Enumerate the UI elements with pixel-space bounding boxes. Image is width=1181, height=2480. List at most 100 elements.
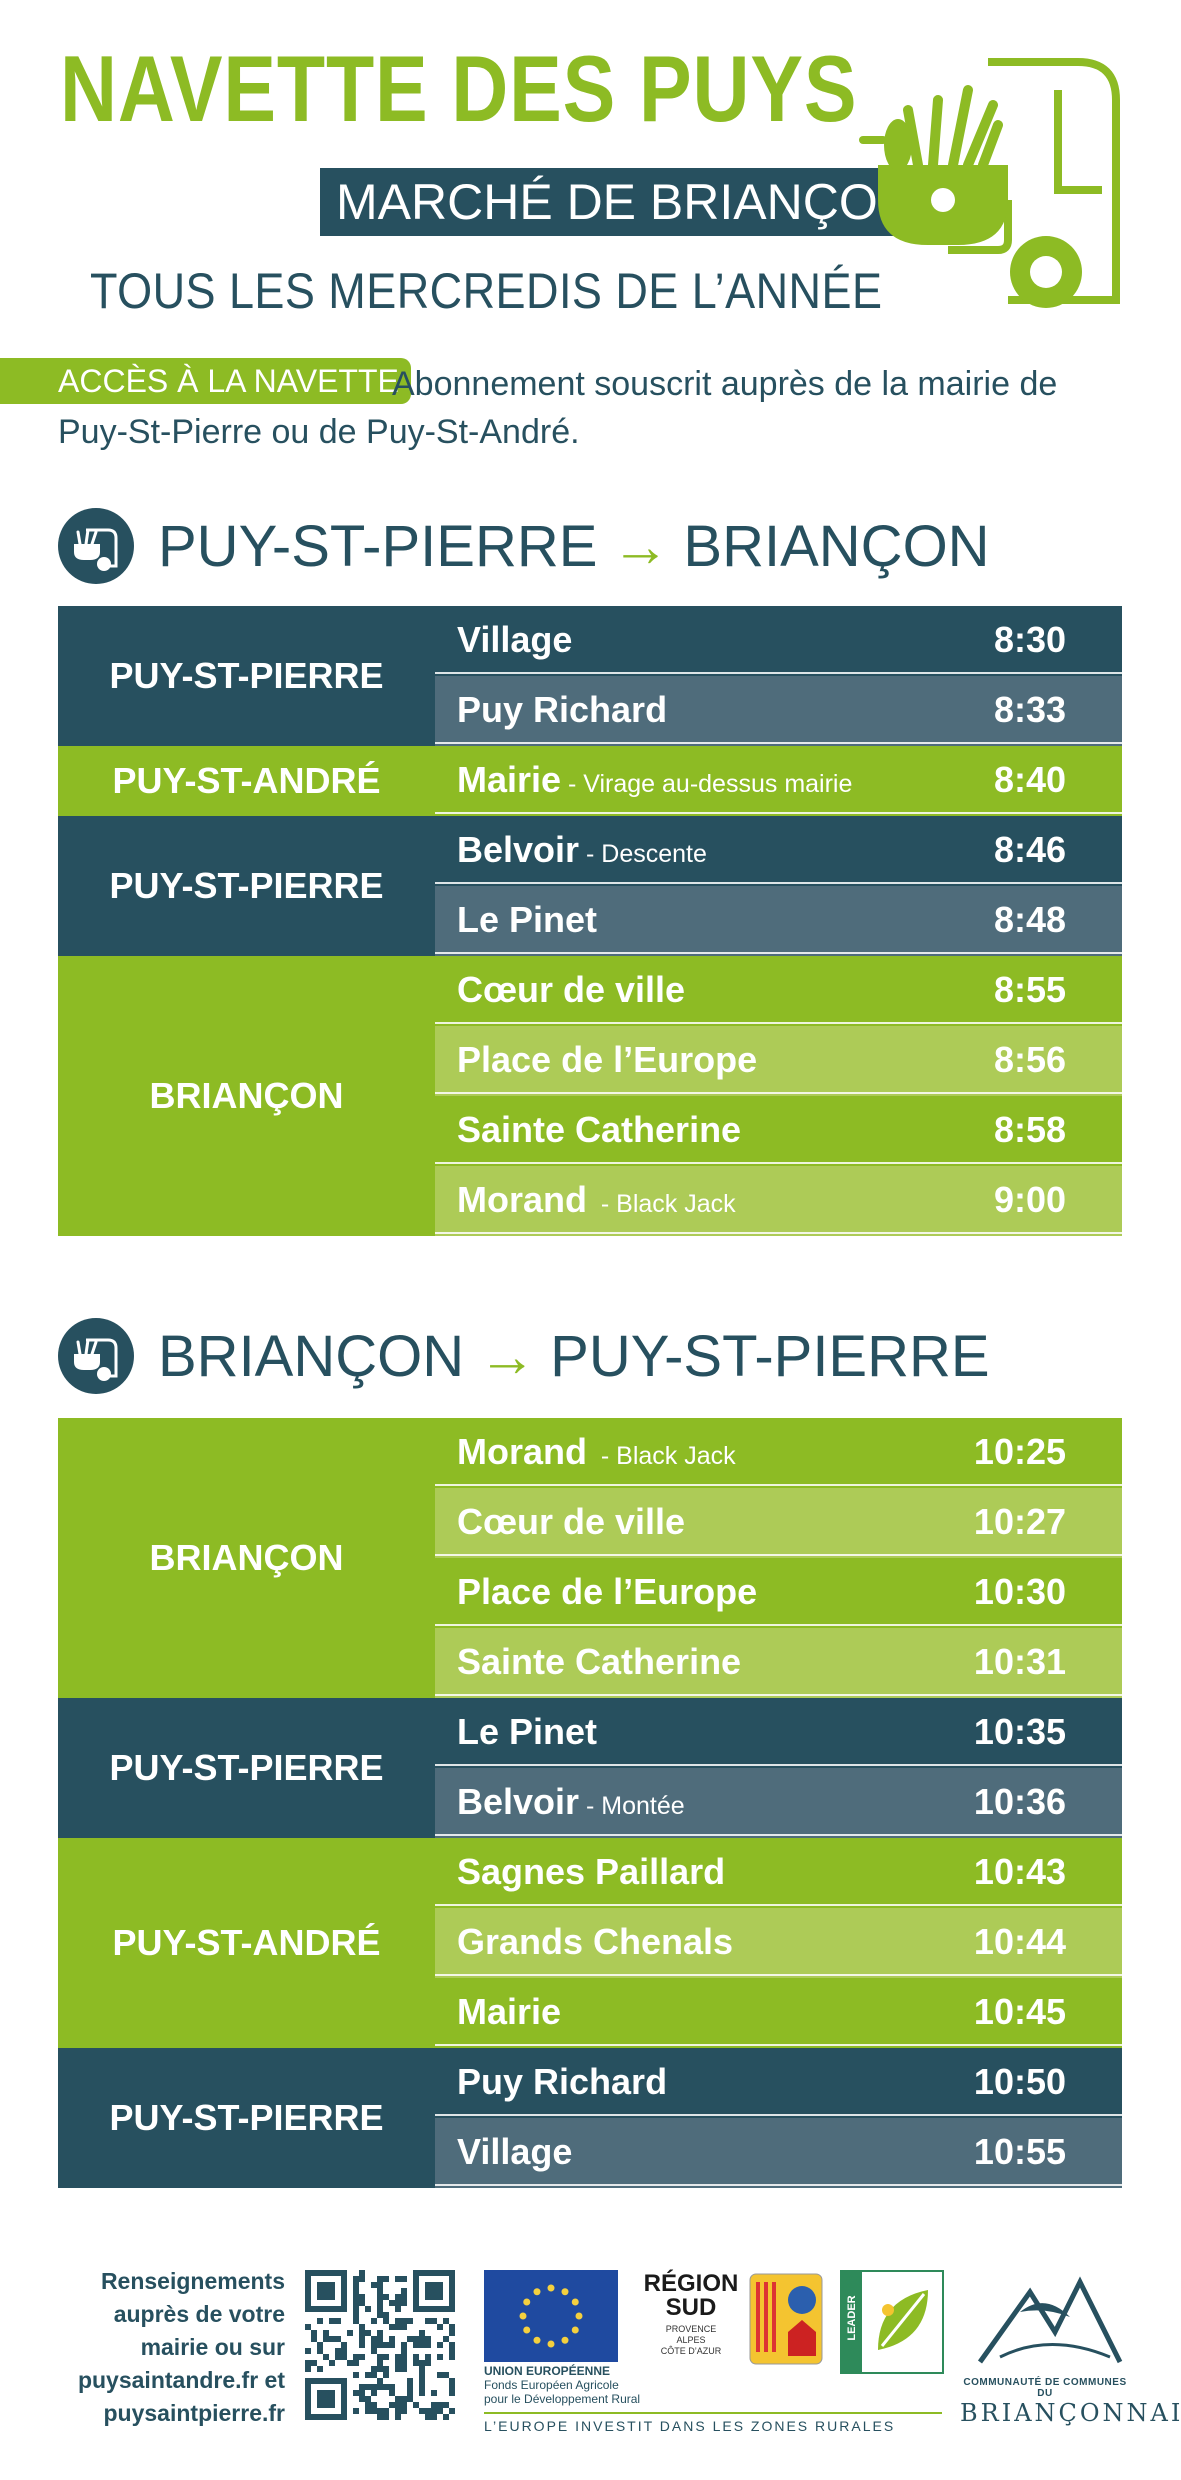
contact-line: puysaintpierre.fr bbox=[103, 2400, 286, 2426]
departure-time: 8:58 bbox=[993, 1109, 1066, 1150]
table-row: Sagnes Paillard 10:43 bbox=[435, 1838, 1122, 1908]
stop-cell: Cœur de ville bbox=[457, 1501, 685, 1543]
region-sub: CÔTE D’AZUR bbox=[660, 2346, 722, 2356]
table-row: Morand - Black Jack 9:00 bbox=[435, 1166, 1122, 1236]
stop-name: Sagnes Paillard bbox=[457, 1851, 726, 1892]
contact-info: Renseignements auprès de votre mairie ou… bbox=[60, 2265, 285, 2430]
table-row: Le Pinet 10:35 bbox=[435, 1698, 1122, 1768]
timetable-group: PUY-ST-PIERRE Le Pinet 10:35 Belvoir - Mont… bbox=[58, 1698, 1122, 1838]
timetable-outbound: PUY-ST-PIERRE Village 8:30 Puy Richard 8:33 P… bbox=[58, 606, 1122, 1236]
leader-logo: LEADER bbox=[840, 2270, 944, 2374]
timetable-group: PUY-ST-ANDRÉ Mairie - Virage au-dessus ma… bbox=[58, 746, 1122, 816]
leader-label: LEADER bbox=[846, 2295, 858, 2341]
stop-note: - Black Jack bbox=[587, 1190, 736, 1218]
timetable-group: PUY-ST-PIERRE Belvoir - Descente 8:46 Le Pi… bbox=[58, 816, 1122, 956]
timetable-group: BRIANÇON Cœur de ville 8:55 Place de l’Euro… bbox=[58, 956, 1122, 1236]
eu-tagline: L’EUROPE INVESTIT DANS LES ZONES RURALES bbox=[484, 2412, 942, 2434]
stop-cell: Place de l’Europe bbox=[457, 1571, 757, 1613]
departure-time: 9:00 bbox=[993, 1179, 1066, 1220]
stop-cell: Village bbox=[457, 619, 572, 661]
timetable-return: BRIANÇON Morand - Black Jack 10:25 Cœur de … bbox=[58, 1418, 1122, 2188]
table-row: Mairie - Virage au-dessus mairie 8:40 bbox=[435, 746, 1122, 816]
eu-flag-icon bbox=[484, 2270, 618, 2362]
table-row: Puy Richard 10:50 bbox=[435, 2048, 1122, 2118]
stop-note: - Black Jack bbox=[587, 1442, 736, 1470]
route-origin: BRIANÇON bbox=[158, 1324, 465, 1389]
leaf-icon bbox=[878, 2290, 928, 2350]
departure-time: 8:56 bbox=[993, 1039, 1066, 1080]
route-origin: PUY-ST-PIERRE bbox=[158, 514, 598, 579]
stop-note: - Montée bbox=[579, 1792, 685, 1820]
departure-time: 10:43 bbox=[973, 1851, 1066, 1892]
stop-cell: Mairie bbox=[457, 1991, 561, 2033]
stop-name: Mairie bbox=[457, 759, 562, 800]
stop-cell: Sagnes Paillard bbox=[457, 1851, 725, 1893]
table-row: Mairie 10:45 bbox=[435, 1978, 1122, 2048]
stop-name: Morand bbox=[457, 1179, 587, 1220]
table-row: Place de l’Europe 10:30 bbox=[435, 1558, 1122, 1628]
commune-label: PUY-ST-PIERRE bbox=[58, 816, 435, 956]
table-row: Cœur de ville 10:27 bbox=[435, 1488, 1122, 1558]
shuttle-icon bbox=[859, 58, 1120, 308]
table-row: Sainte Catherine 10:31 bbox=[435, 1628, 1122, 1698]
region-sub: ALPES bbox=[676, 2335, 706, 2345]
commune-label: PUY-ST-ANDRÉ bbox=[58, 1838, 435, 2048]
stop-name: Puy Richard bbox=[457, 689, 668, 730]
arrow-right-icon: → bbox=[611, 514, 670, 579]
stop-cell: Puy Richard bbox=[457, 2061, 667, 2103]
departure-time: 10:27 bbox=[973, 1501, 1066, 1542]
stop-cell: Grands Chenals bbox=[457, 1921, 733, 1963]
ccb-caption: COMMUNAUTÉ DE COMMUNES DU bbox=[963, 2377, 1127, 2399]
contact-line: auprès de votre bbox=[113, 2301, 285, 2327]
commune-label: PUY-ST-PIERRE bbox=[58, 2048, 435, 2188]
stop-name: Mairie bbox=[457, 1991, 562, 2032]
departure-time: 8:30 bbox=[993, 619, 1066, 660]
region-sud-logo: RÉGION SUD PROVENCE ALPES CÔTE D’AZUR bbox=[636, 2272, 836, 2368]
stop-cell: Sainte Catherine bbox=[457, 1641, 741, 1683]
table-row: Le Pinet 8:48 bbox=[435, 886, 1122, 956]
region-shield-icon bbox=[749, 2273, 823, 2365]
stop-name: Puy Richard bbox=[457, 2061, 668, 2102]
stop-name: Belvoir bbox=[457, 1781, 580, 1822]
commune-label: PUY-ST-PIERRE bbox=[58, 606, 435, 746]
timetable-group: BRIANÇON Morand - Black Jack 10:25 Cœur de … bbox=[58, 1418, 1122, 1698]
eu-caption: UNION EUROPÉENNE Fonds Européen Agricole… bbox=[484, 2364, 654, 2406]
timetable-group: PUY-ST-ANDRÉ Sagnes Paillard 10:43 Grands C… bbox=[58, 1838, 1122, 2048]
timetable-group: PUY-ST-PIERRE Village 8:30 Puy Richard 8:33 bbox=[58, 606, 1122, 746]
stop-name: Place de l’Europe bbox=[457, 1571, 758, 1612]
stop-name: Sainte Catherine bbox=[457, 1641, 742, 1682]
eu-title: UNION EUROPÉENNE bbox=[484, 2364, 611, 2378]
table-row: Belvoir - Descente 8:46 bbox=[435, 816, 1122, 886]
stop-name: Cœur de ville bbox=[457, 1501, 686, 1542]
region-sub: PROVENCE bbox=[665, 2324, 717, 2334]
departure-time: 8:33 bbox=[993, 689, 1066, 730]
contact-line: puysaintandre.fr et bbox=[77, 2367, 285, 2393]
qr-code-icon[interactable] bbox=[305, 2270, 455, 2420]
access-badge: ACCÈS À LA NAVETTE bbox=[0, 358, 411, 404]
stop-name: Le Pinet bbox=[457, 1711, 598, 1752]
table-row: Cœur de ville 8:55 bbox=[435, 956, 1122, 1026]
table-row: Grands Chenals 10:44 bbox=[435, 1908, 1122, 1978]
table-row: Village 10:55 bbox=[435, 2118, 1122, 2188]
departure-time: 8:48 bbox=[993, 899, 1066, 940]
commune-label: PUY-ST-PIERRE bbox=[58, 1698, 435, 1838]
departure-time: 10:55 bbox=[973, 2131, 1066, 2172]
stop-name: Morand bbox=[457, 1431, 587, 1472]
arrow-right-icon: → bbox=[478, 1324, 537, 1389]
stop-name: Grands Chenals bbox=[457, 1921, 734, 1962]
route-destination: PUY-ST-PIERRE bbox=[550, 1324, 990, 1389]
table-row: Sainte Catherine 8:58 bbox=[435, 1096, 1122, 1166]
commune-label: BRIANÇON bbox=[58, 1418, 435, 1698]
stop-name: Village bbox=[457, 2131, 573, 2172]
region-name: RÉGION bbox=[643, 2270, 739, 2297]
table-row: Belvoir - Montée 10:36 bbox=[435, 1768, 1122, 1838]
stop-name: Sainte Catherine bbox=[457, 1109, 742, 1150]
commune-label: BRIANÇON bbox=[58, 956, 435, 1236]
commune-label: PUY-ST-ANDRÉ bbox=[58, 746, 435, 816]
stop-cell: Place de l’Europe bbox=[457, 1039, 757, 1081]
contact-line: mairie ou sur bbox=[140, 2334, 285, 2360]
departure-time: 8:46 bbox=[993, 829, 1066, 870]
stop-name: Village bbox=[457, 619, 573, 660]
eu-subtitle: Fonds Européen Agricole bbox=[484, 2378, 619, 2392]
stop-cell: Le Pinet bbox=[457, 1711, 597, 1753]
